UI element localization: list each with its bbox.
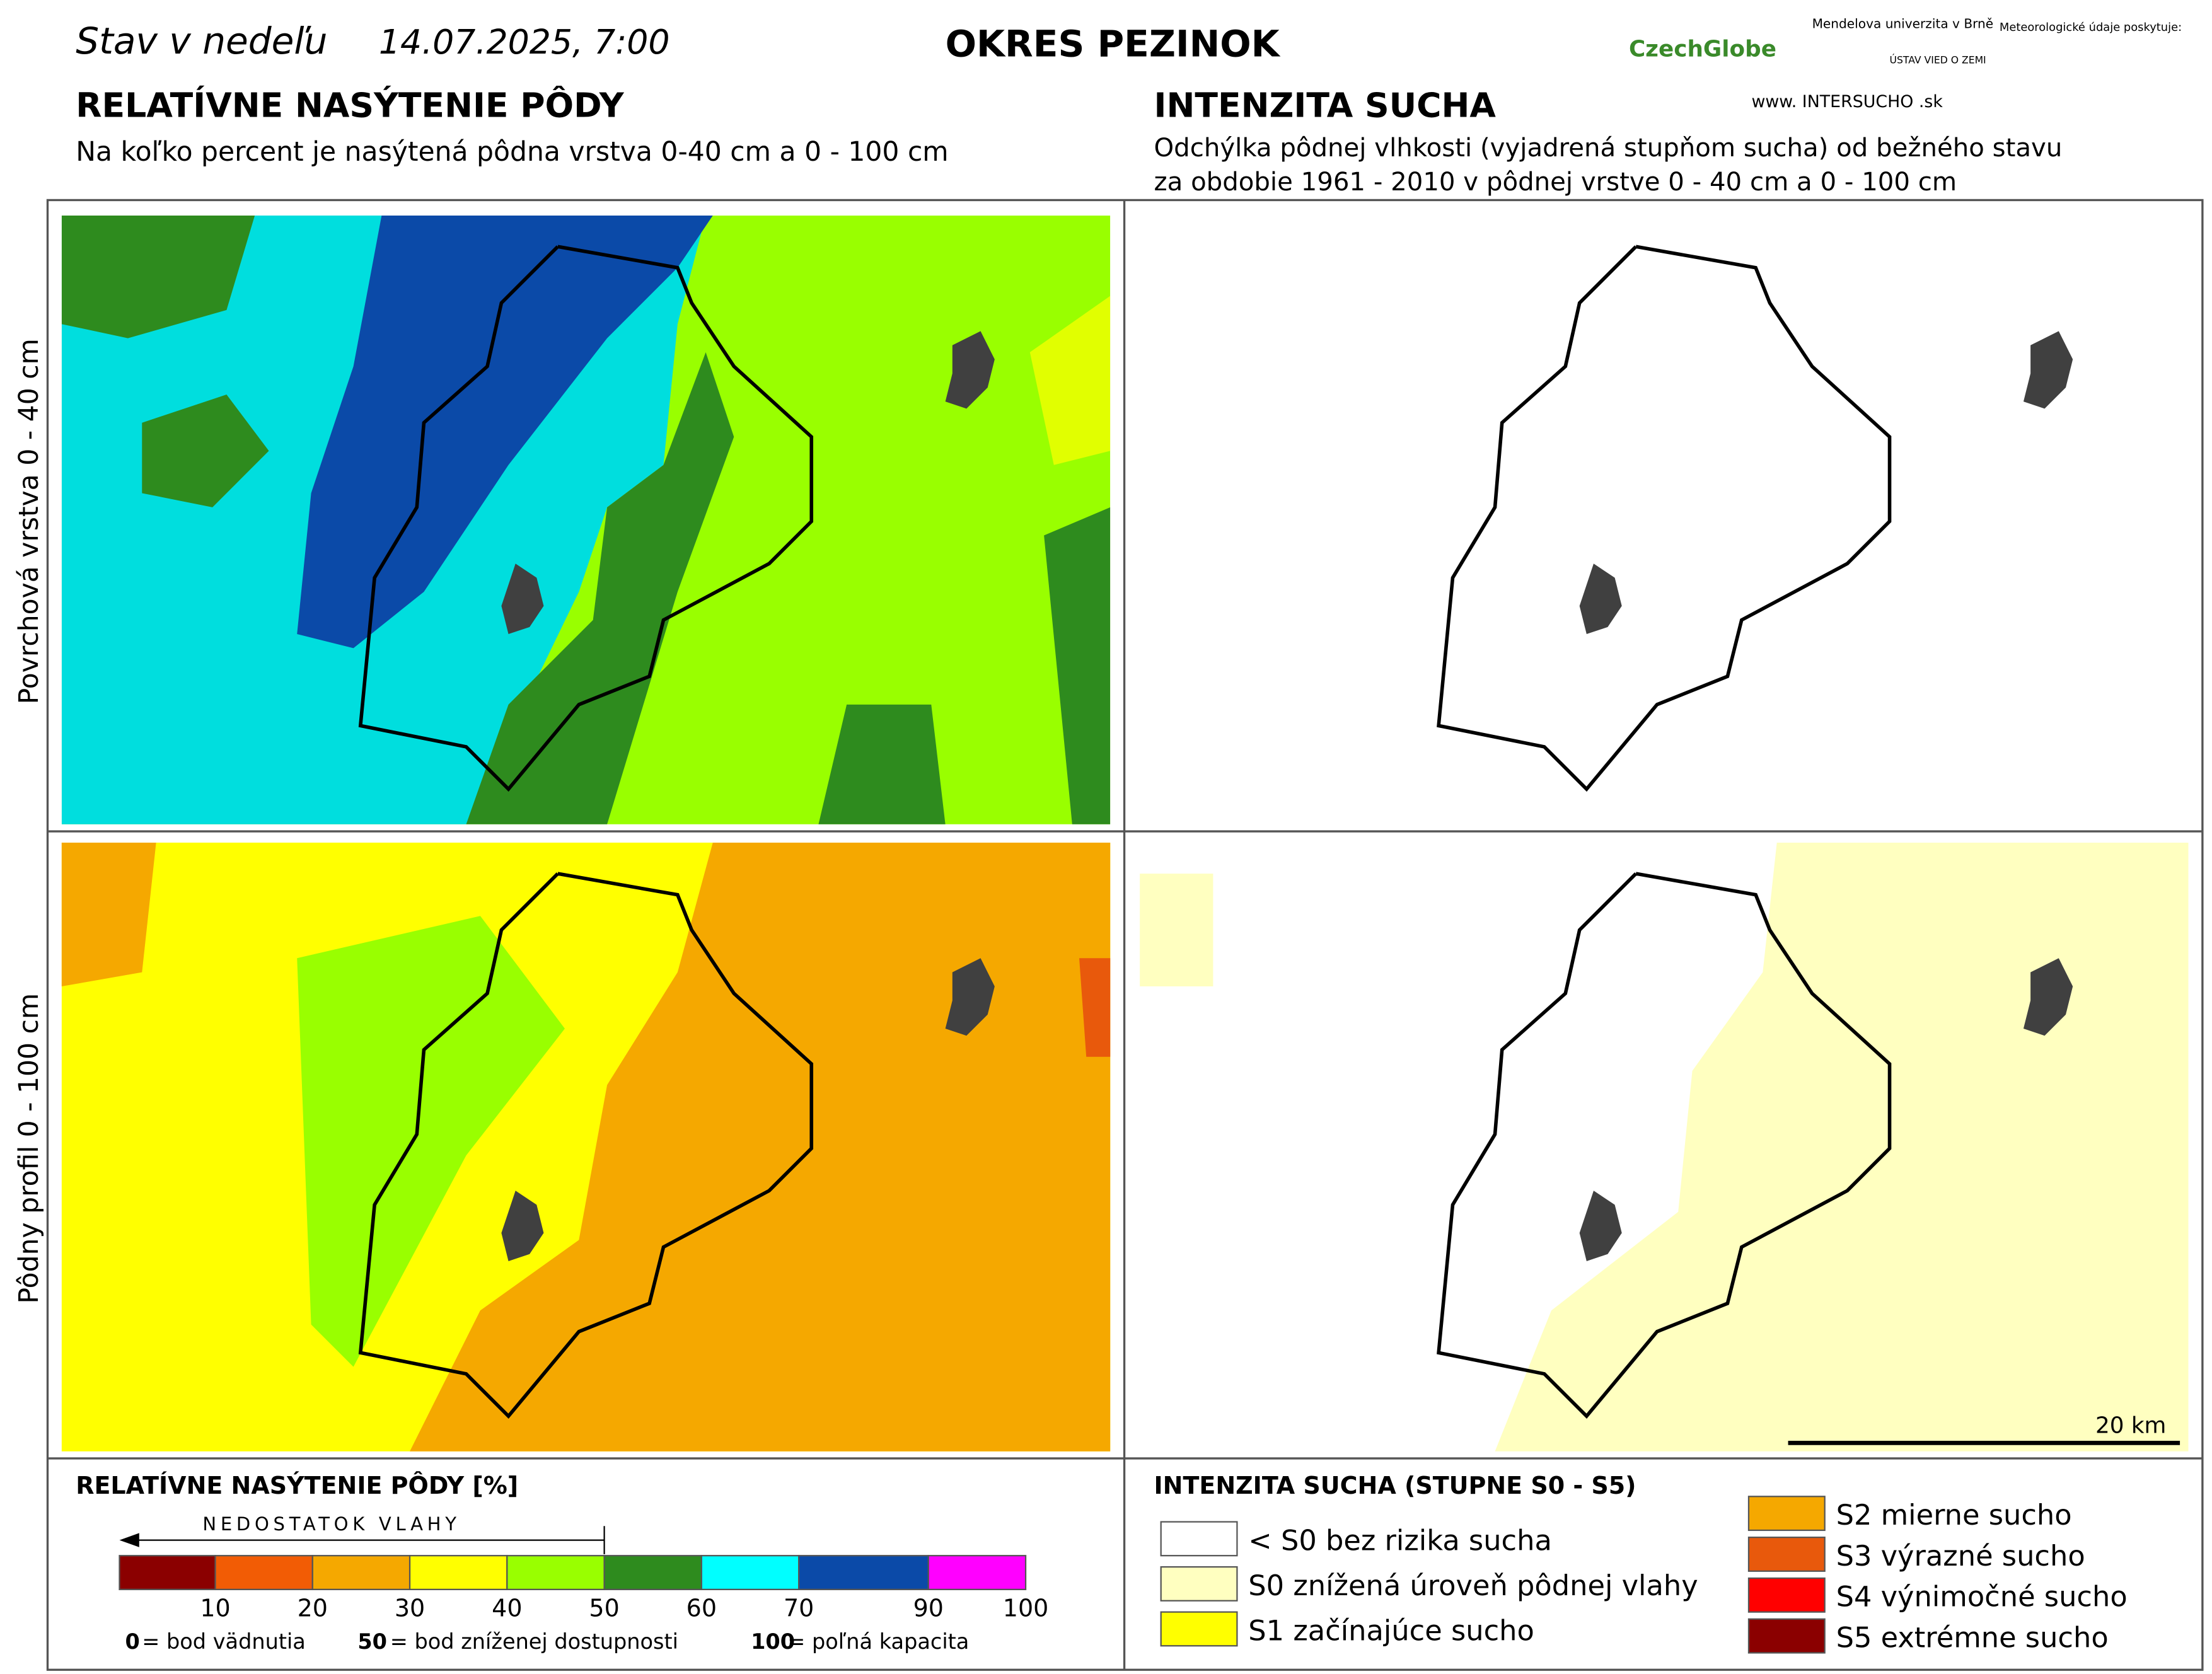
note-key: 0 [125, 1629, 139, 1654]
row-label: Povrchová vrstva 0 - 40 cm [14, 338, 45, 704]
state-label: Stav v nedeľu [76, 20, 327, 62]
legend-swatch [1747, 1618, 1826, 1654]
logo: Meteorologické údaje poskytuje: [2000, 21, 2182, 34]
color-box [506, 1555, 605, 1590]
tick-label: 90 [913, 1594, 944, 1622]
date: 14.07.2025, 7:00 [379, 22, 670, 62]
legend-label: S0 znížená úroveň pôdnej vlahy [1248, 1569, 1698, 1602]
section-subtitle: za obdobie 1961 - 2010 v pôdnej vrstve 0… [1154, 168, 1957, 197]
legend-label: S2 mierne sucho [1836, 1498, 2072, 1532]
arrow-head [119, 1533, 139, 1547]
legend-swatch [1747, 1577, 1826, 1613]
legend-swatch [1747, 1537, 1826, 1572]
note-key: 50 [357, 1629, 387, 1654]
legend-label: S4 výnimočné sucho [1836, 1580, 2128, 1613]
legend-swatch [1160, 1521, 1238, 1557]
note-text: = bod vädnutia [142, 1629, 306, 1654]
map-top-left [61, 216, 1111, 824]
legend-swatch [1160, 1566, 1238, 1602]
arrow-label: NEDOSTATOK VLAHY [202, 1513, 460, 1535]
tick-label: 50 [589, 1594, 619, 1622]
map-top-right [1140, 216, 2189, 824]
legend-label: < S0 bez rizika sucha [1248, 1523, 1552, 1557]
tick-label: 20 [298, 1594, 328, 1622]
logo: CzechGlobe [1629, 36, 1776, 62]
row-label: Pôdny profil 0 - 100 cm [14, 993, 45, 1304]
legend-label: S1 začínajúce sucho [1248, 1613, 1534, 1647]
section-title: RELATÍVNE NASÝTENIE PÔDY [76, 86, 625, 125]
legend-title: RELATÍVNE NASÝTENIE PÔDY [%] [76, 1472, 518, 1499]
section-subtitle: Odchýlka pôdnej vlhkosti (vyjadrená stup… [1154, 134, 2063, 163]
color-box [311, 1555, 411, 1590]
tick-label: 70 [784, 1594, 814, 1622]
color-box [408, 1555, 508, 1590]
tick-label: 10 [200, 1594, 230, 1622]
note-key: 100 [751, 1629, 795, 1654]
legend-label: S5 extrémne sucho [1836, 1621, 2109, 1654]
color-box [214, 1555, 313, 1590]
color-box [700, 1555, 800, 1590]
district: OKRES PEZINOK [946, 22, 1281, 65]
logo: Mendelova univerzita v Brně [1812, 16, 1994, 32]
note-text: = bod zníženej dostupnosti [390, 1629, 678, 1654]
legend-swatch [1747, 1496, 1826, 1532]
legend-title: INTENZITA SUCHA (STUPNE S0 - S5) [1154, 1472, 1636, 1499]
color-box [603, 1555, 702, 1590]
map-bottom-left [61, 842, 1111, 1452]
legend-swatch [1160, 1611, 1238, 1647]
tick-label: 30 [395, 1594, 425, 1622]
color-box [119, 1555, 216, 1590]
tick-label: 40 [492, 1594, 522, 1622]
color-box [927, 1555, 1027, 1590]
section-title: INTENZITA SUCHA [1154, 86, 1497, 125]
tick-label: 100 [1003, 1594, 1049, 1622]
section-subtitle: Na koľko percent je nasýtená pôdna vrstv… [76, 137, 948, 168]
logo: www. INTERSUCHO .sk [1751, 92, 1943, 112]
scale-label: 20 km [2095, 1413, 2166, 1439]
map-bottom-right [1140, 842, 2189, 1452]
legend-label: S3 výrazné sucho [1836, 1539, 2085, 1573]
logo: ÚSTAV VIED O ZEMI [1890, 54, 1986, 66]
tick-label: 60 [686, 1594, 717, 1622]
note-text: = poľná kapacita [787, 1629, 969, 1654]
color-box [798, 1555, 929, 1590]
